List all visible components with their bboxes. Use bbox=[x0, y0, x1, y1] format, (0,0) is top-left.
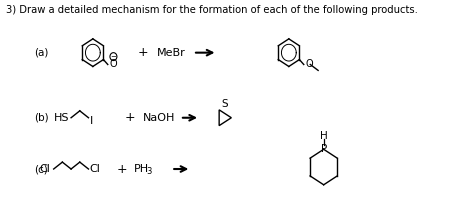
Text: 3: 3 bbox=[146, 168, 151, 177]
Text: H: H bbox=[320, 132, 327, 141]
Text: P: P bbox=[320, 144, 327, 154]
Text: O: O bbox=[110, 60, 117, 69]
Text: S: S bbox=[221, 99, 227, 109]
Text: HS: HS bbox=[54, 113, 69, 123]
Text: (c): (c) bbox=[34, 164, 48, 174]
Text: O: O bbox=[305, 60, 313, 69]
Text: (b): (b) bbox=[34, 113, 49, 123]
Text: MeBr: MeBr bbox=[156, 48, 185, 58]
Text: NaOH: NaOH bbox=[143, 113, 175, 123]
Text: PH: PH bbox=[134, 164, 149, 174]
Text: Cl: Cl bbox=[89, 164, 100, 174]
Text: Cl: Cl bbox=[40, 164, 50, 174]
Text: +: + bbox=[116, 163, 127, 176]
Text: −: − bbox=[111, 54, 116, 60]
Text: 3) Draw a detailed mechanism for the formation of each of the following products: 3) Draw a detailed mechanism for the for… bbox=[6, 5, 418, 15]
Text: (a): (a) bbox=[34, 48, 49, 58]
Text: +: + bbox=[125, 111, 136, 124]
Text: +: + bbox=[138, 46, 149, 59]
Text: I: I bbox=[90, 116, 94, 126]
